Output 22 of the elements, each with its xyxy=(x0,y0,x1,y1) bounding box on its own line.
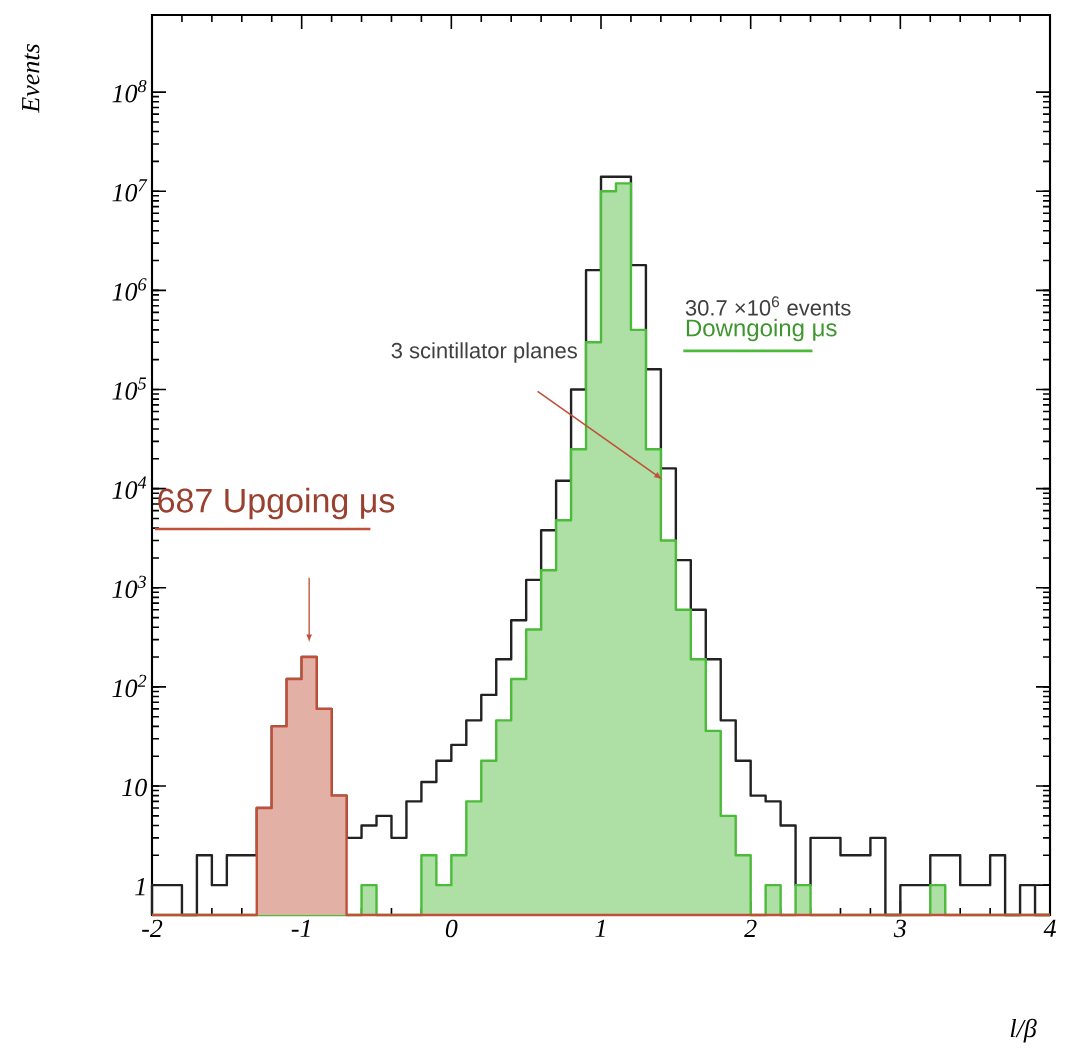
annotation: 3 scintillator planes xyxy=(391,342,577,363)
x-tick-label: 3 xyxy=(893,919,906,938)
series-label: Downgoing μs xyxy=(686,318,837,342)
y-tick-label: 10 xyxy=(122,778,147,797)
text: 687 Upgoing μs xyxy=(158,487,395,520)
y-tick-label: 10$^{7}$ xyxy=(112,179,148,202)
y-tick-label: 10$^{6}$ xyxy=(112,278,147,301)
x-axis-title: l/β xyxy=(1010,1018,1037,1043)
y-tick-label: 10$^{2}$ xyxy=(112,674,147,698)
annotation: 30.7 ×10$^{6}$ events xyxy=(685,296,851,316)
y-tick-label: 10$^{3}$ xyxy=(112,575,146,599)
y-tick-label: 10$^{4}$ xyxy=(112,476,147,499)
x-tick-label: 1 xyxy=(595,919,605,937)
x-tick-label: -2 xyxy=(142,919,163,937)
y-tick-label: 10$^{8}$ xyxy=(112,79,147,103)
x-tick-label: 2 xyxy=(744,919,757,937)
x-tick-label: 0 xyxy=(445,919,458,938)
x-tick-label: 4 xyxy=(1043,919,1056,937)
y-tick-label: 10$^{5}$ xyxy=(112,377,147,400)
x-tick-label: -1 xyxy=(291,919,310,937)
y-axis-title: Events xyxy=(22,44,40,113)
y-tick-label: 1 xyxy=(135,877,145,896)
